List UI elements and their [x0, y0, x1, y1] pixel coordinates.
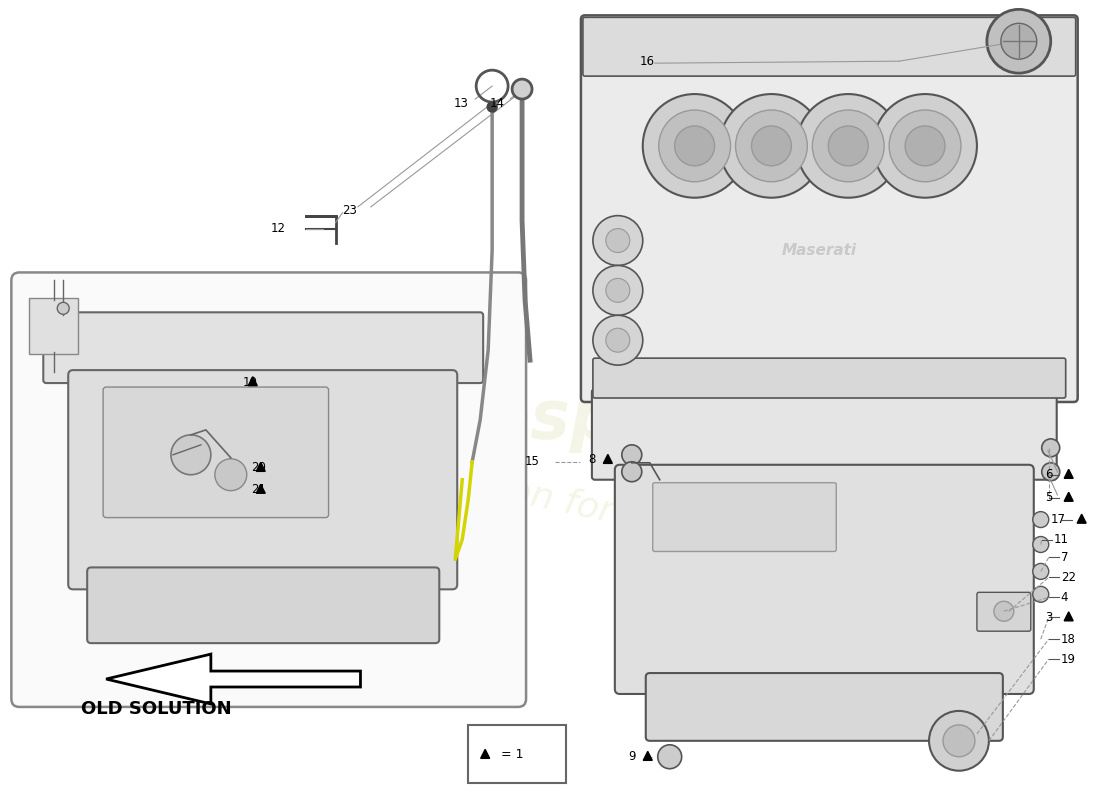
Circle shape	[889, 110, 961, 182]
Circle shape	[1042, 439, 1059, 457]
Text: 21: 21	[251, 483, 266, 496]
Circle shape	[621, 462, 641, 482]
Circle shape	[487, 102, 497, 112]
Circle shape	[606, 229, 630, 253]
FancyBboxPatch shape	[43, 312, 483, 383]
FancyBboxPatch shape	[652, 482, 836, 551]
Circle shape	[987, 10, 1050, 73]
Text: 11: 11	[1054, 533, 1069, 546]
Circle shape	[593, 266, 642, 315]
Text: a passion for parts: a passion for parts	[382, 448, 718, 551]
Circle shape	[719, 94, 823, 198]
Circle shape	[751, 126, 791, 166]
FancyBboxPatch shape	[977, 592, 1031, 631]
Text: 6: 6	[1045, 468, 1053, 482]
Text: OLD SOLUTION: OLD SOLUTION	[80, 700, 231, 718]
Circle shape	[674, 126, 715, 166]
Circle shape	[943, 725, 975, 757]
FancyBboxPatch shape	[68, 370, 458, 590]
Circle shape	[1042, 462, 1059, 481]
Circle shape	[1033, 586, 1048, 602]
Circle shape	[606, 328, 630, 352]
FancyBboxPatch shape	[30, 298, 78, 354]
Polygon shape	[256, 484, 265, 494]
FancyBboxPatch shape	[592, 389, 1057, 480]
Text: 19: 19	[1060, 653, 1076, 666]
Text: eurospare: eurospare	[359, 387, 741, 453]
Circle shape	[1001, 23, 1037, 59]
Text: 9: 9	[628, 750, 636, 763]
Text: 13: 13	[453, 97, 469, 110]
Polygon shape	[1077, 514, 1086, 523]
Circle shape	[930, 711, 989, 770]
Text: = 1: = 1	[497, 748, 524, 762]
Text: 14: 14	[491, 97, 505, 110]
FancyBboxPatch shape	[615, 465, 1034, 694]
Circle shape	[994, 602, 1014, 622]
Text: 4: 4	[1060, 591, 1068, 604]
Circle shape	[736, 110, 807, 182]
Circle shape	[828, 126, 868, 166]
Polygon shape	[106, 654, 361, 704]
FancyBboxPatch shape	[87, 567, 439, 643]
Polygon shape	[1064, 492, 1074, 502]
Text: 10: 10	[243, 375, 257, 389]
Circle shape	[513, 79, 532, 99]
Circle shape	[796, 94, 900, 198]
Circle shape	[170, 435, 211, 474]
Circle shape	[621, 445, 641, 465]
Circle shape	[658, 745, 682, 769]
Circle shape	[659, 110, 730, 182]
Circle shape	[593, 315, 642, 365]
Text: 20: 20	[251, 462, 265, 474]
Circle shape	[812, 110, 884, 182]
FancyBboxPatch shape	[103, 387, 329, 518]
Circle shape	[57, 302, 69, 314]
Text: 15: 15	[525, 455, 540, 468]
Text: 18: 18	[1060, 633, 1076, 646]
Polygon shape	[644, 751, 652, 760]
Circle shape	[606, 278, 630, 302]
Text: 16: 16	[640, 54, 654, 68]
FancyBboxPatch shape	[581, 15, 1078, 402]
Text: 22: 22	[1060, 571, 1076, 584]
Circle shape	[873, 94, 977, 198]
Circle shape	[905, 126, 945, 166]
Text: Maserati: Maserati	[782, 243, 857, 258]
FancyBboxPatch shape	[11, 273, 526, 707]
Text: 12: 12	[271, 222, 286, 235]
Circle shape	[1033, 512, 1048, 527]
Polygon shape	[249, 377, 257, 386]
Polygon shape	[1064, 612, 1074, 621]
Polygon shape	[604, 454, 613, 463]
FancyBboxPatch shape	[646, 673, 1003, 741]
Circle shape	[214, 458, 246, 490]
Polygon shape	[256, 462, 265, 471]
Circle shape	[1033, 563, 1048, 579]
Text: 23: 23	[342, 204, 358, 217]
Text: 7: 7	[1060, 551, 1068, 564]
FancyBboxPatch shape	[583, 18, 1076, 76]
Text: 5: 5	[1045, 491, 1053, 504]
Circle shape	[593, 216, 642, 266]
Polygon shape	[481, 750, 490, 758]
Circle shape	[642, 94, 747, 198]
FancyBboxPatch shape	[469, 725, 566, 782]
Text: 17: 17	[1050, 513, 1066, 526]
FancyBboxPatch shape	[593, 358, 1066, 398]
Text: 3: 3	[1045, 610, 1053, 624]
Circle shape	[1033, 537, 1048, 553]
Text: 8: 8	[588, 454, 596, 466]
Polygon shape	[1064, 470, 1074, 478]
